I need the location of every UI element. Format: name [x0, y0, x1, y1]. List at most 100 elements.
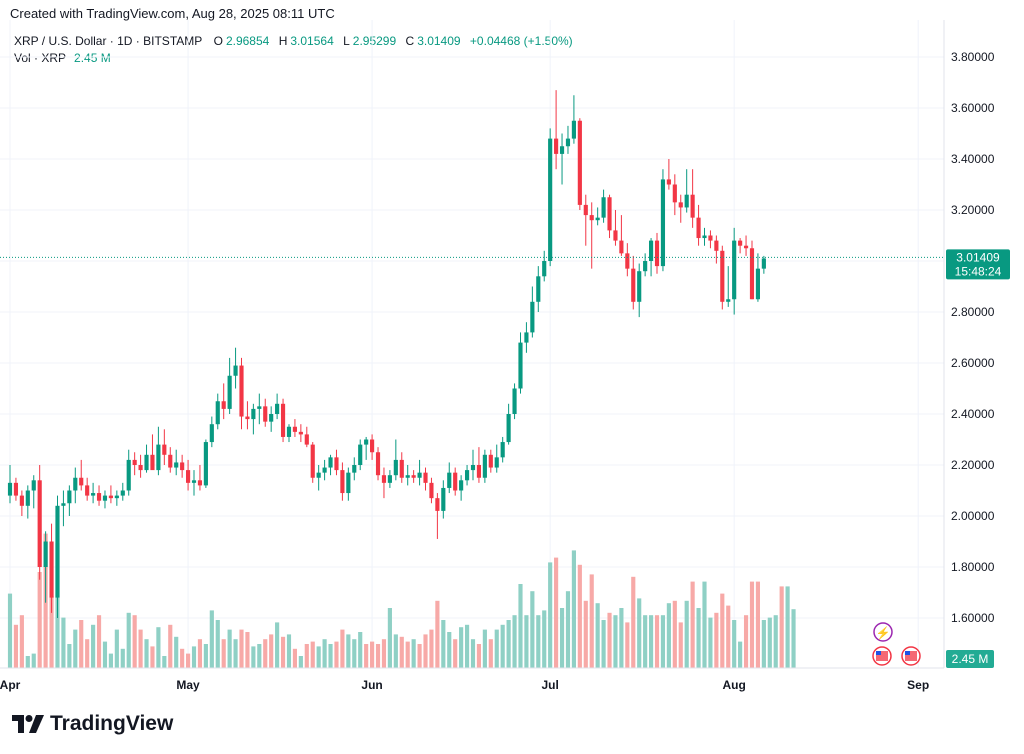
candle-body: [607, 197, 612, 231]
time-tick-label: Jun: [361, 678, 382, 692]
volume-bar: [197, 639, 203, 668]
price-tick-label: 3.80000: [951, 50, 995, 64]
volume-bar: [180, 648, 185, 668]
candle: [322, 459, 327, 481]
candle-body: [595, 217, 600, 221]
candle: [743, 235, 749, 256]
candle: [565, 125, 571, 154]
volume-bar: [696, 608, 701, 668]
candle: [73, 467, 78, 504]
candle: [595, 207, 600, 226]
volume-bar: [73, 629, 78, 668]
candle-body: [429, 482, 434, 499]
price-chart[interactable]: 3.800003.600003.400003.200003.000002.800…: [0, 0, 1024, 700]
tradingview-logo-icon: [12, 715, 44, 733]
volume-bar: [96, 615, 102, 668]
candle: [411, 470, 416, 483]
candle: [269, 406, 274, 432]
volume-bar: [322, 639, 327, 668]
candle: [619, 215, 624, 256]
volume-bar: [352, 639, 357, 668]
candle: [352, 457, 357, 481]
candle-body: [393, 459, 398, 476]
volume-bar: [85, 639, 90, 668]
candle: [85, 477, 90, 501]
volume-bar: [542, 610, 547, 668]
volume-bar: [387, 608, 392, 668]
candle: [577, 118, 582, 210]
volume-bar: [209, 610, 214, 668]
volume-bar: [304, 644, 309, 668]
candle: [643, 253, 648, 277]
candle-body: [227, 375, 232, 409]
candle-body: [672, 184, 677, 203]
close-value: 3.01409: [417, 34, 461, 48]
volume-bar: [791, 609, 796, 668]
candle-body: [280, 403, 286, 437]
volume-bar: [292, 648, 298, 668]
candle-body: [13, 482, 19, 496]
candle-body: [203, 442, 208, 486]
candle-body: [96, 493, 102, 501]
candle: [233, 347, 238, 389]
volume-bar: [221, 639, 226, 668]
volume-bar: [583, 600, 588, 668]
candle-body: [583, 204, 588, 216]
candle: [138, 454, 143, 478]
volume-bar: [476, 644, 482, 668]
volume-bar: [435, 600, 440, 668]
volume-bar: [785, 586, 790, 668]
volume-bar: [405, 641, 410, 668]
price-tick-label: 2.60000: [951, 356, 995, 370]
candle-body: [577, 120, 582, 205]
volume-bar: [245, 632, 250, 668]
candle-body: [476, 465, 482, 478]
candle-body: [690, 194, 695, 218]
price-axis[interactable]: 3.800003.600003.400003.200003.000002.800…: [943, 20, 995, 668]
candle: [476, 447, 482, 483]
candle-body: [666, 179, 671, 185]
lightning-glyph: ⚡: [876, 626, 891, 640]
volume-bar: [565, 591, 571, 668]
candle: [25, 485, 30, 519]
candle: [144, 444, 149, 473]
time-axis[interactable]: Apr May Jun Jul Aug Sep: [0, 667, 944, 692]
volume-bar: [720, 593, 725, 668]
volume-bar: [726, 605, 731, 668]
volume-bar: [334, 641, 339, 668]
volume-badge: 2.45 M: [946, 650, 994, 668]
candle: [49, 523, 54, 613]
volume-badge-text: 2.45 M: [952, 652, 989, 666]
candle: [191, 470, 197, 496]
candle: [589, 202, 594, 269]
candle: [696, 204, 701, 246]
candle: [393, 439, 398, 481]
ohlc-legend: XRP / U.S. Dollar · 1D · BITSTAMP O 2.968…: [14, 34, 579, 48]
candle: [524, 322, 529, 353]
lightning-event-icon[interactable]: [873, 622, 893, 642]
candle-body: [399, 459, 404, 478]
volume-bar: [126, 612, 131, 668]
event-icons[interactable]: ⚡: [872, 622, 921, 666]
high-value: 3.01564: [290, 34, 334, 48]
candle-body: [441, 487, 446, 511]
candle: [702, 227, 707, 246]
tradingview-logo[interactable]: TradingView: [12, 712, 173, 736]
candle-body: [738, 240, 743, 246]
candle: [453, 467, 458, 496]
candle: [263, 398, 268, 427]
candle: [13, 477, 19, 501]
volume-label[interactable]: Vol · XRP: [14, 51, 67, 65]
volume-bar: [233, 639, 238, 668]
candle-body: [435, 498, 440, 511]
candle: [150, 434, 155, 471]
symbol-title[interactable]: XRP / U.S. Dollar · 1D · BITSTAMP: [14, 34, 203, 48]
volume-bar: [470, 639, 476, 668]
grid: [0, 20, 944, 668]
candle: [275, 393, 280, 420]
last-price-badge: 3.01409 15:48:24: [946, 249, 1010, 280]
volume-bar: [67, 644, 72, 668]
candle-body: [530, 301, 535, 333]
candle-body: [559, 146, 565, 154]
candle-body: [126, 459, 131, 491]
